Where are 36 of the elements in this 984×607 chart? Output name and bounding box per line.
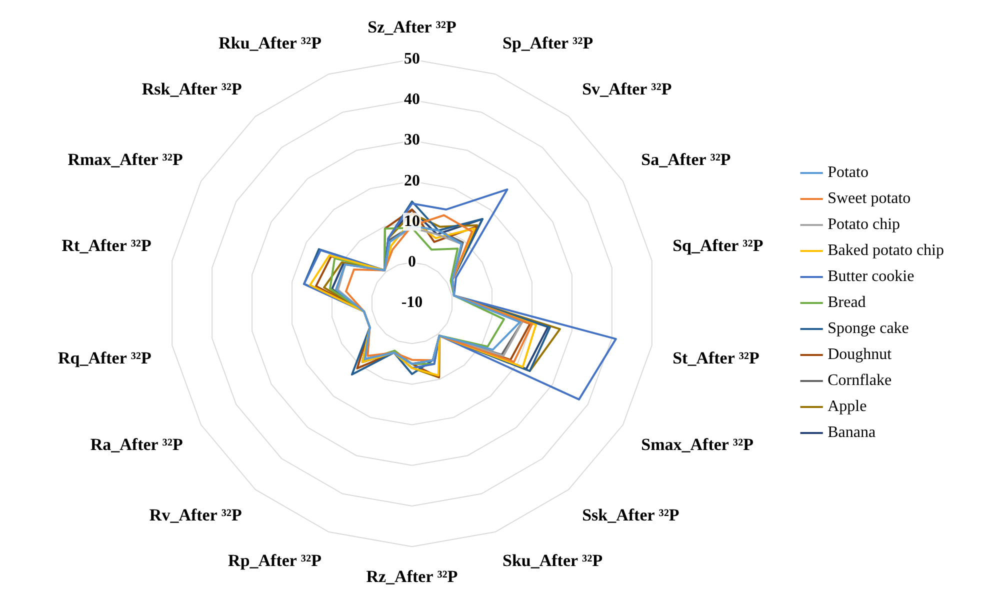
y-tick-label: 40 <box>404 91 420 108</box>
y-tick-label: 20 <box>404 172 420 190</box>
legend-label: Apple <box>828 398 867 416</box>
spoke-label: Sz_After ³²P <box>368 18 456 37</box>
spoke-label: Rsk_After ³²P <box>142 79 242 98</box>
legend-label: Doughnut <box>828 346 892 364</box>
spoke-label: Rv_After ³²P <box>149 505 242 524</box>
spoke-label: Sv_After ³²P <box>582 79 672 98</box>
legend-label: Baked potato chip <box>828 242 944 260</box>
legend-label: Potato <box>828 164 868 182</box>
spoke-label: Sku_After ³²P <box>502 551 603 570</box>
spoke-label: Ssk_After ³²P <box>582 505 680 524</box>
spoke-label: Rz_After ³²P <box>366 567 458 586</box>
y-tick-label: -10 <box>401 294 423 312</box>
legend-label: Sweet potato <box>828 190 911 208</box>
spoke-label: Rp_After ³²P <box>228 551 322 570</box>
spoke-label: Rt_After ³²P <box>62 236 152 256</box>
spoke-label: Ra_After ³²P <box>90 434 183 454</box>
spoke-label: Rku_After ³²P <box>218 34 322 53</box>
spoke-label: Smax_After ³²P <box>641 434 754 454</box>
y-tick-label: 0 <box>408 254 416 271</box>
legend-label: Butter cookie <box>828 268 914 286</box>
spoke-label: Sp_After ³²P <box>502 34 594 53</box>
y-tick-label: 50 <box>404 50 420 68</box>
legend-label: Banana <box>828 424 876 442</box>
spoke-label: Sq_After ³²P <box>672 236 764 256</box>
legend-label: Sponge cake <box>828 320 909 338</box>
spoke-label: Rq_After ³²P <box>58 348 152 368</box>
y-tick-label: 10 <box>404 212 420 230</box>
y-tick-label: 30 <box>404 132 420 149</box>
spoke-label: Rmax_After ³²P <box>68 150 183 169</box>
spoke-label: St_After ³²P <box>672 348 760 368</box>
legend-label: Potato chip <box>828 216 900 234</box>
legend-label: Bread <box>828 294 866 312</box>
legend-label: Cornflake <box>828 372 892 390</box>
spoke-label: Sa_After ³²P <box>641 150 731 169</box>
